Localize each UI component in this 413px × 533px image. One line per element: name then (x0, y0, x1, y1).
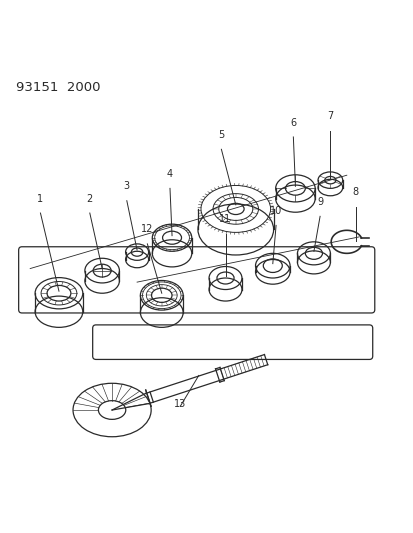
Text: 6: 6 (290, 117, 296, 127)
Text: 3: 3 (123, 181, 130, 191)
Text: 11: 11 (219, 214, 231, 224)
Text: 9: 9 (316, 197, 323, 207)
Text: 7: 7 (326, 111, 333, 122)
Text: 93151  2000: 93151 2000 (16, 82, 100, 94)
Text: 12: 12 (141, 224, 153, 235)
Text: 13: 13 (174, 399, 186, 409)
Text: 1: 1 (37, 193, 43, 204)
Text: 2: 2 (86, 193, 93, 204)
Text: 8: 8 (352, 188, 358, 197)
Text: 10: 10 (269, 206, 282, 216)
Text: 4: 4 (166, 169, 173, 179)
Text: 5: 5 (218, 130, 224, 140)
